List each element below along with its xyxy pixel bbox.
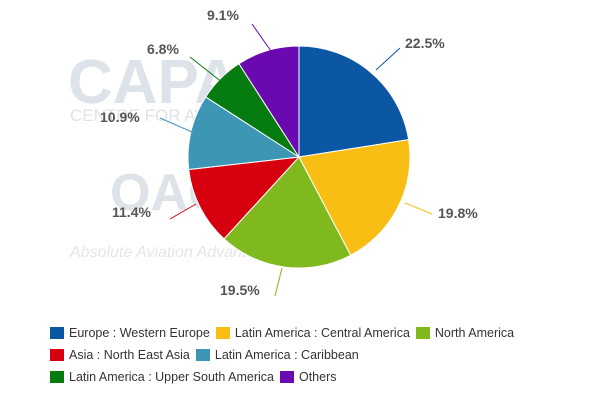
legend-item[interactable]: Others (279, 370, 337, 384)
legend-item[interactable]: Europe : Western Europe (50, 326, 210, 340)
pie-slice-6 (238, 45, 300, 159)
legend-swatch (195, 349, 210, 361)
legend-item[interactable]: Latin America : Central America (215, 326, 410, 340)
legend-label: Asia : North East Asia (69, 348, 190, 362)
pie-slice-0 (298, 45, 410, 158)
slice-label-0: 22.5% (405, 35, 445, 51)
legend-swatch (415, 327, 430, 339)
legend-item[interactable]: North America (415, 326, 515, 340)
leader-lines (159, 23, 433, 297)
legend-row: Latin America : Upper South America Other… (50, 366, 595, 388)
slice-label-3: 11.4% (112, 204, 151, 220)
pie-slice-2 (223, 156, 352, 269)
legend-swatch (279, 371, 294, 383)
legend-swatch (215, 327, 230, 339)
legend-row: Europe : Western Europe Latin America : C… (50, 322, 595, 344)
legend-swatch (50, 371, 64, 383)
legend-label: Latin America : Central America (234, 326, 410, 340)
pie-slice-1 (298, 139, 411, 256)
legend-swatch (50, 349, 64, 361)
legend-swatch (50, 327, 64, 339)
leader-line-2 (274, 267, 283, 297)
legend-label: Others (298, 370, 337, 384)
pie-slices (187, 45, 411, 269)
legend-item[interactable]: Latin America : Upper South America (50, 370, 274, 384)
slice-label-4: 10.9% (100, 109, 140, 125)
leader-line-6 (251, 23, 272, 52)
leader-line-4 (159, 117, 193, 133)
pie-chart: CAPA CENTRE FOR AVIATION OAG Absolute Av… (68, 7, 478, 298)
slice-labels: 22.5% 19.8% 19.5% 11.4% 10.9% 6.8% 9.1% (100, 7, 478, 298)
legend-label: Latin America : Upper South America (69, 370, 274, 384)
legend-item[interactable]: Asia : North East Asia (50, 348, 190, 362)
legend-label: Latin America : Caribbean (214, 348, 359, 362)
slice-label-2: 19.5% (220, 282, 260, 298)
legend-label: North America (434, 326, 515, 340)
slice-label-1: 19.8% (438, 205, 478, 221)
leader-line-0 (375, 47, 401, 71)
slice-label-6: 9.1% (207, 7, 239, 23)
watermark-oag-tagline: Absolute Aviation Advantage (69, 244, 273, 261)
legend: Europe : Western Europe Latin America : C… (50, 322, 595, 388)
pie-slice-3 (188, 156, 301, 240)
leader-line-1 (404, 202, 433, 215)
legend-item[interactable]: Latin America : Caribbean (195, 348, 359, 362)
leader-line-3 (169, 203, 197, 220)
leader-line-5 (189, 56, 224, 84)
legend-row: Asia : North East Asia Latin America : Ca… (50, 344, 595, 366)
legend-label: Europe : Western Europe (69, 326, 210, 340)
slice-label-5: 6.8% (147, 41, 179, 57)
